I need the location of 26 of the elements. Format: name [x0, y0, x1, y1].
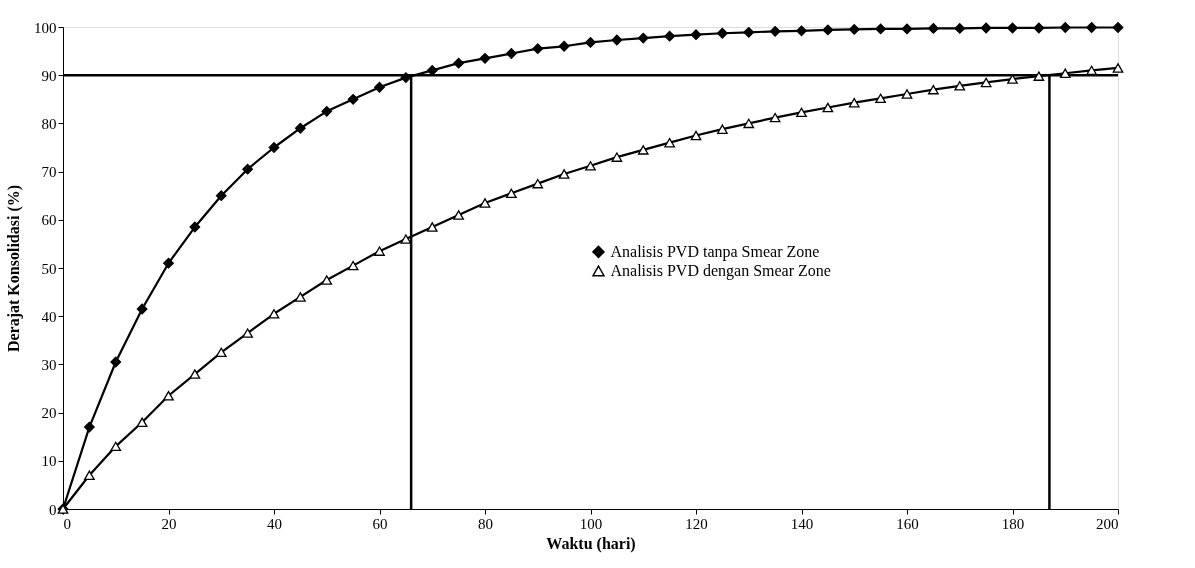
- x-tick-label: 100: [579, 515, 603, 532]
- x-axis-title: Waktu (hari): [546, 534, 636, 553]
- legend-label: Analisis PVD tanpa Smear Zone: [610, 242, 820, 261]
- y-tick-label: 20: [41, 405, 57, 422]
- y-tick-label: 80: [41, 115, 57, 132]
- y-tick-label: 70: [41, 164, 57, 181]
- y-tick-label: 90: [41, 67, 57, 84]
- y-tick-label: 40: [41, 308, 57, 325]
- x-tick-label: 160: [896, 515, 919, 532]
- x-tick-label: 180: [1001, 515, 1025, 532]
- x-tick-label: 200: [1096, 515, 1119, 532]
- x-tick-label: 40: [267, 515, 282, 532]
- y-tick-label: 50: [41, 260, 57, 277]
- y-tick-label: 10: [41, 453, 57, 470]
- y-tick-label: 30: [41, 356, 57, 373]
- x-tick-label: 140: [790, 515, 814, 532]
- x-tick-label: 80: [478, 515, 493, 532]
- y-tick-label: 60: [41, 212, 57, 229]
- x-tick-label: 0: [63, 515, 71, 532]
- y-tick-label: 100: [34, 19, 57, 36]
- x-tick-label: 60: [372, 515, 388, 532]
- y-axis-title: Derajat Konsolidasi (%): [5, 184, 23, 353]
- x-tick-label: 20: [161, 515, 177, 532]
- legend-label: Analisis PVD dengan Smear Zone: [610, 261, 831, 280]
- x-tick-label: 120: [685, 515, 708, 532]
- y-tick-label: 0: [49, 501, 57, 518]
